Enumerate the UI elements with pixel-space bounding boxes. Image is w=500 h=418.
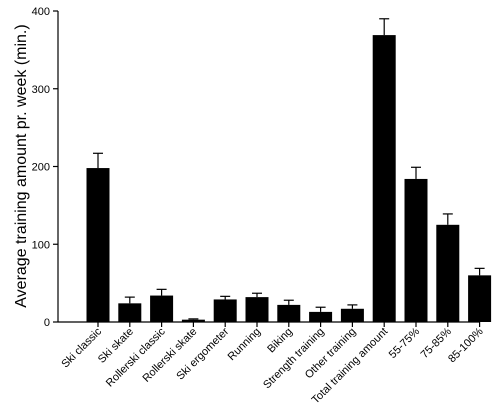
bar [245,297,269,322]
bar [213,299,237,322]
y-tick-label: 0 [44,317,50,329]
y-tick-label: 400 [32,6,50,18]
bar [468,275,492,322]
bar [118,303,142,322]
x-tick-label: Ski classic [59,325,104,370]
y-tick-label: 300 [32,84,50,96]
bar [404,178,428,322]
x-tick-label: 55-75% [387,325,422,360]
x-tick-label: 85-100% [446,325,486,365]
bar [309,311,333,322]
bar [150,295,174,322]
bar [181,319,205,322]
y-tick-label: 100 [32,239,50,251]
y-axis-label: Average training amount pr. week (min.) [13,24,30,307]
bar [86,168,110,322]
x-tick-label: Running [226,326,263,363]
y-tick-label: 200 [32,162,50,174]
x-tick-label: Biking [265,326,295,356]
bar [277,304,301,322]
bar [340,308,364,322]
bar [436,224,460,322]
bar [372,35,396,322]
